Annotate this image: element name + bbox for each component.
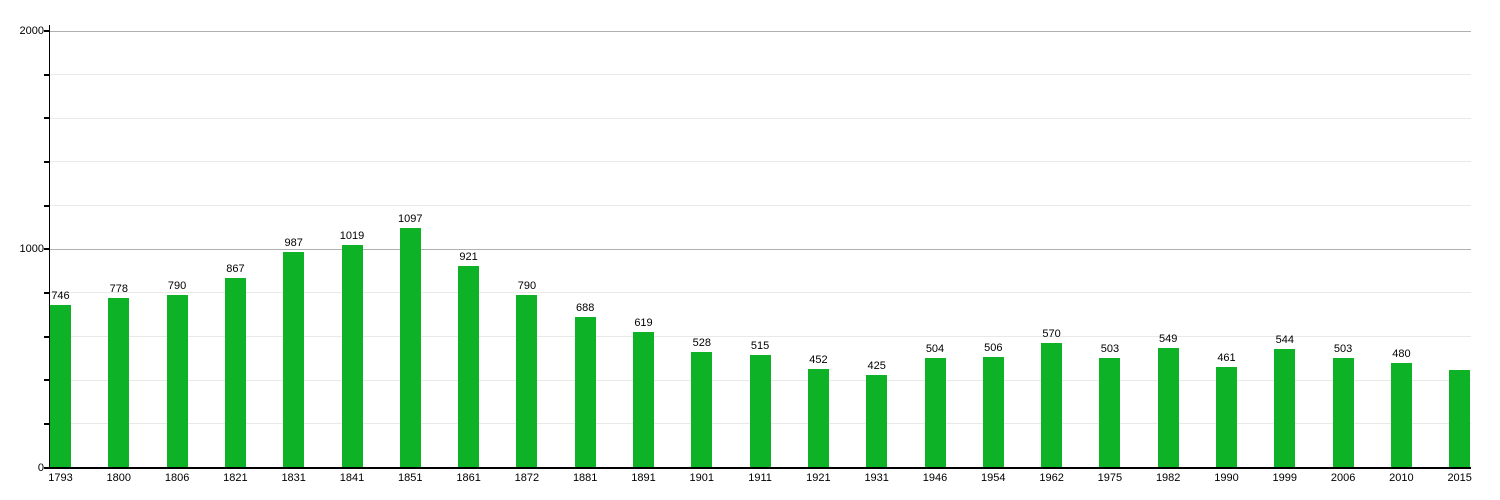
bar-1990 xyxy=(1216,366,1237,468)
y-axis-tick-1800 xyxy=(44,73,50,76)
bar-value-label-1946: 504 xyxy=(925,342,945,355)
x-axis-label-1901: 1901 xyxy=(689,472,715,484)
y-axis-tick-0 xyxy=(44,466,50,469)
x-axis-line xyxy=(50,467,1471,469)
bar-value-label-1821: 867 xyxy=(226,263,245,276)
gridline-1000 xyxy=(50,248,1471,250)
bar-1911 xyxy=(749,355,771,468)
y-axis-tick-1600 xyxy=(44,117,50,120)
bar-value-label-1851: 1097 xyxy=(398,213,423,226)
bar-value-label-1793: 746 xyxy=(51,289,70,302)
bar-value-label-1901: 528 xyxy=(692,337,711,350)
bar-1975 xyxy=(1099,357,1121,468)
bar-1793 xyxy=(50,304,71,468)
x-axis-label-1872: 1872 xyxy=(514,472,540,484)
y-axis-label-1000: 1000 xyxy=(19,243,44,256)
bar-1861 xyxy=(458,266,480,468)
bar-1962 xyxy=(1041,343,1063,468)
bar-value-label-1841: 1019 xyxy=(339,230,365,243)
bar-value-label-1831: 987 xyxy=(284,237,303,250)
bar-1901 xyxy=(691,352,713,468)
gridline-600 xyxy=(50,336,1471,338)
bar-value-label-1806: 790 xyxy=(167,280,187,293)
bar-value-label-1931: 425 xyxy=(867,359,886,372)
x-axis-label-2006: 2006 xyxy=(1330,472,1356,484)
x-axis-label-1841: 1841 xyxy=(339,472,365,484)
y-axis-tick-600 xyxy=(44,335,50,338)
gridline-1800 xyxy=(50,74,1471,76)
x-axis-label-1946: 1946 xyxy=(922,472,948,484)
bar-1872 xyxy=(516,295,538,468)
y-axis-line xyxy=(48,25,50,469)
gridline-800 xyxy=(50,292,1471,294)
bar-1800 xyxy=(108,297,130,468)
y-axis-tick-2000 xyxy=(44,30,50,32)
x-axis-label-1821: 1821 xyxy=(223,472,248,484)
bar-value-label-1881: 688 xyxy=(576,302,595,315)
bar-1982 xyxy=(1157,347,1179,468)
x-axis-label-1999: 1999 xyxy=(1272,472,1298,484)
x-axis-label-1982: 1982 xyxy=(1155,472,1181,484)
x-axis-label-1800: 1800 xyxy=(106,472,132,484)
bar-1999 xyxy=(1274,348,1296,468)
x-axis-label-1831: 1831 xyxy=(281,472,306,484)
bar-value-label-2010: 480 xyxy=(1392,347,1411,360)
x-axis-label-1975: 1975 xyxy=(1097,472,1123,484)
bar-value-label-1982: 549 xyxy=(1159,332,1178,345)
gridline-1600 xyxy=(50,117,1471,119)
x-axis-label-1921: 1921 xyxy=(806,472,831,484)
x-axis-label-1806: 1806 xyxy=(164,472,190,484)
x-axis-label-1891: 1891 xyxy=(631,472,656,484)
bar-1891 xyxy=(633,332,654,468)
x-axis-label-1881: 1881 xyxy=(572,472,598,484)
x-axis-label-1911: 1911 xyxy=(748,472,772,484)
bar-value-label-1911: 515 xyxy=(750,340,770,353)
bar-value-label-1800: 778 xyxy=(109,282,128,295)
y-axis-label-0: 0 xyxy=(37,461,44,474)
x-axis-label-2015: 2015 xyxy=(1447,472,1472,484)
y-axis-tick-1400 xyxy=(44,160,50,163)
bar-value-label-1975: 503 xyxy=(1100,342,1120,355)
y-axis-tick-800 xyxy=(44,291,50,294)
bar-value-label-1962: 570 xyxy=(1042,328,1061,341)
bar-value-label-1861: 921 xyxy=(459,251,478,264)
x-axis-label-1861: 1861 xyxy=(456,472,481,484)
bar-1831 xyxy=(283,252,305,468)
x-axis-label-1962: 1962 xyxy=(1039,472,1064,484)
bar-1821 xyxy=(224,278,246,468)
x-axis-label-1954: 1954 xyxy=(981,472,1006,484)
y-axis-label-2000: 2000 xyxy=(19,25,44,37)
y-axis-tick-1200 xyxy=(44,204,50,207)
x-axis-label-2010: 2010 xyxy=(1389,472,1414,484)
x-axis-label-1931: 1931 xyxy=(864,472,889,484)
bar-1954 xyxy=(982,357,1004,468)
bar-value-label-1872: 790 xyxy=(517,280,537,293)
y-axis-tick-400 xyxy=(44,379,50,382)
bar-2006 xyxy=(1332,357,1354,468)
bar-value-label-1990: 461 xyxy=(1217,351,1236,364)
gridline-1400 xyxy=(50,161,1471,163)
x-axis-label-1851: 1851 xyxy=(398,472,423,484)
bar-1946 xyxy=(924,357,946,468)
bar-1806 xyxy=(166,295,188,468)
bar-1931 xyxy=(866,374,888,468)
gridline-2000 xyxy=(50,30,1471,32)
bar-1881 xyxy=(574,317,596,468)
x-axis-label-1793: 1793 xyxy=(48,472,73,484)
bar-value-label-1891: 619 xyxy=(634,317,653,330)
bar-2015 xyxy=(1449,370,1471,468)
y-axis-tick-1000 xyxy=(44,248,50,251)
bar-1921 xyxy=(807,368,829,468)
bar-value-label-2006: 503 xyxy=(1333,342,1353,355)
x-axis-label-1990: 1990 xyxy=(1214,472,1239,484)
bar-1851 xyxy=(399,228,421,468)
bar-value-label-1954: 506 xyxy=(984,342,1003,355)
y-axis-tick-200 xyxy=(44,422,50,425)
bar-1841 xyxy=(341,245,363,468)
bar-value-label-1921: 452 xyxy=(809,353,828,366)
gridline-1200 xyxy=(50,205,1471,207)
bar-2010 xyxy=(1390,362,1412,468)
bar-value-label-1999: 544 xyxy=(1275,333,1294,346)
